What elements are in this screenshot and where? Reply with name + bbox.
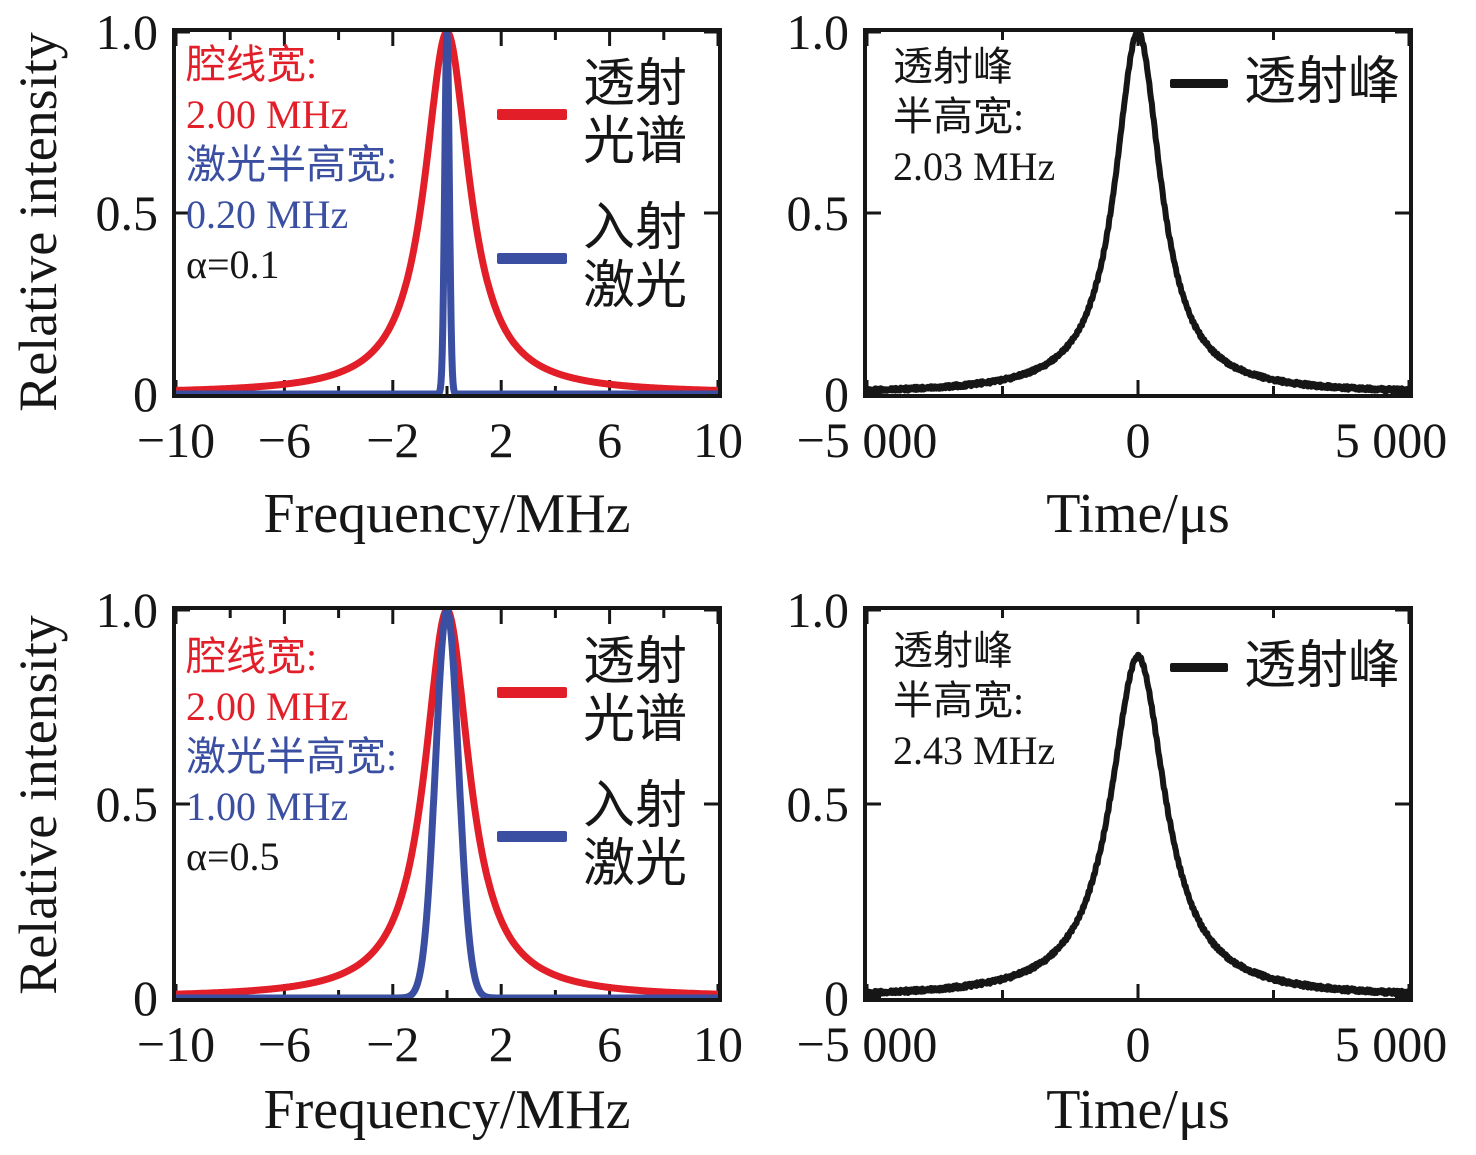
annotation-line: 0.20 MHz: [186, 192, 349, 237]
x-tick-label: −2: [366, 412, 420, 468]
x-axis-title: Frequency/MHz: [263, 483, 631, 545]
legend: 透射 光谱 入射 激光: [497, 634, 687, 894]
plot-area-peak-time-1: 透射峰半高宽: 2.03 MHz 透射峰: [863, 28, 1413, 398]
legend-entry-transmission-peak: 透射峰: [1170, 54, 1400, 112]
legend-label: 透射峰: [1244, 638, 1400, 696]
y-tick-label: 0.5: [786, 776, 850, 832]
legend-line-blue-icon: [497, 830, 567, 842]
legend-entry-transmission-spectrum: 透射 光谱: [497, 56, 687, 172]
legend-label-line: 透射峰: [1244, 54, 1401, 111]
legend-line-blue-icon: [497, 252, 567, 264]
x-tick-label: 10: [693, 412, 743, 468]
legend-label-line: 光谱: [583, 114, 688, 171]
x-tick-label: 0: [1125, 1016, 1151, 1072]
legend-label-line: 激光: [583, 836, 688, 893]
x-tick-label: −6: [257, 412, 311, 468]
y-tick-label: 1.0: [95, 582, 159, 638]
x-tick-label: −5 000: [796, 412, 938, 468]
legend-line-red-icon: [497, 108, 567, 120]
x-tick-label: 0: [1125, 412, 1151, 468]
x-tick-label: 2: [488, 1016, 514, 1072]
legend-label-line: 入射: [583, 778, 688, 835]
annotation-line: 腔线宽:: [186, 42, 318, 87]
x-axis-title: Frequency/MHz: [263, 1079, 631, 1141]
y-tick-label: 0: [133, 970, 158, 1026]
legend-line-red-icon: [497, 686, 567, 698]
curves-svg: [867, 32, 1409, 394]
curves-svg: [867, 610, 1409, 998]
annotation-line: 2.43 MHz: [893, 728, 1056, 773]
annotation-line: 半高宽:: [893, 94, 1025, 139]
annotation-line: 2.00 MHz: [186, 684, 349, 729]
x-tick-label: 10: [693, 1016, 743, 1072]
legend-label: 入射 激光: [583, 778, 687, 894]
annotation-block: 腔线宽: 2.00 MHz 激光半高宽: 1.00 MHz α=0.5: [186, 632, 397, 882]
legend-label: 透射 光谱: [583, 634, 687, 750]
legend-label-line: 透射: [583, 634, 688, 691]
annotation-block: 腔线宽: 2.00 MHz 激光半高宽: 0.20 MHz α=0.1: [186, 40, 397, 290]
legend-line-black-icon: [1170, 78, 1228, 88]
y-tick-label: 1.0: [786, 582, 850, 638]
plot-area-spectrum-alpha-0.5: 腔线宽: 2.00 MHz 激光半高宽: 1.00 MHz α=0.5 透射 光谱 入射…: [172, 606, 722, 1002]
legend-entry-incident-laser: 入射 激光: [497, 778, 687, 894]
legend-entry-incident-laser: 入射 激光: [497, 200, 687, 316]
y-tick-label: 0: [824, 970, 849, 1026]
annotation-line: 激光半高宽:: [186, 734, 398, 779]
legend-label-line: 激光: [583, 258, 688, 315]
annotation-block: 透射峰半高宽: 2.43 MHz: [893, 626, 1055, 776]
legend-label-line: 透射峰: [1244, 638, 1401, 695]
legend: 透射 光谱 入射 激光: [497, 56, 687, 316]
x-tick-label: −6: [257, 1016, 311, 1072]
x-tick-label: 5 000: [1334, 412, 1448, 468]
legend: 透射峰: [1170, 54, 1400, 112]
annotation-block: 透射峰半高宽: 2.03 MHz: [893, 42, 1055, 192]
y-tick-label: 0.5: [95, 185, 159, 241]
x-tick-label: 6: [597, 412, 623, 468]
annotation-line: α=0.1: [186, 242, 280, 287]
legend-entry-transmission-peak: 透射峰: [1170, 638, 1400, 696]
legend-label-line: 光谱: [583, 692, 688, 749]
x-tick-label: 2: [488, 412, 514, 468]
legend-entry-transmission-spectrum: 透射 光谱: [497, 634, 687, 750]
x-axis-title: Time/μs: [1046, 1079, 1230, 1141]
x-tick-label: −10: [136, 1016, 216, 1072]
legend-label-line: 透射: [583, 56, 688, 113]
annotation-line: 腔线宽:: [186, 634, 318, 679]
annotation-line: 激光半高宽:: [186, 142, 398, 187]
y-tick-label: 0.5: [95, 776, 159, 832]
y-tick-label: 1.0: [95, 4, 159, 60]
x-tick-label: 5 000: [1334, 1016, 1448, 1072]
annotation-line: 半高宽:: [893, 678, 1025, 723]
x-tick-label: −2: [366, 1016, 420, 1072]
annotation-line: 1.00 MHz: [186, 784, 349, 829]
curves-svg: [176, 32, 718, 394]
legend-label: 入射 激光: [583, 200, 687, 316]
annotation-line: 2.03 MHz: [893, 144, 1056, 189]
curves-svg: [176, 610, 718, 998]
legend-line-black-icon: [1170, 662, 1228, 672]
x-tick-label: −5 000: [796, 1016, 938, 1072]
annotation-line: α=0.5: [186, 834, 280, 879]
legend-label-line: 入射: [583, 200, 688, 257]
x-tick-label: 6: [597, 1016, 623, 1072]
y-tick-label: 0: [133, 366, 158, 422]
x-axis-title: Time/μs: [1046, 483, 1230, 545]
y-tick-label: 1.0: [786, 4, 850, 60]
annotation-line: 透射峰: [893, 44, 1013, 89]
legend-label: 透射峰: [1244, 54, 1400, 112]
plot-area-peak-time-2: 透射峰半高宽: 2.43 MHz 透射峰: [863, 606, 1413, 1002]
y-tick-label: 0: [824, 366, 849, 422]
annotation-line: 透射峰: [893, 628, 1013, 673]
legend-label: 透射 光谱: [583, 56, 687, 172]
annotation-line: 2.00 MHz: [186, 92, 349, 137]
legend: 透射峰: [1170, 638, 1400, 696]
plot-area-spectrum-alpha-0.1: 腔线宽: 2.00 MHz 激光半高宽: 0.20 MHz α=0.1 透射 光谱 入射…: [172, 28, 722, 398]
x-tick-label: −10: [136, 412, 216, 468]
y-tick-label: 0.5: [786, 185, 850, 241]
